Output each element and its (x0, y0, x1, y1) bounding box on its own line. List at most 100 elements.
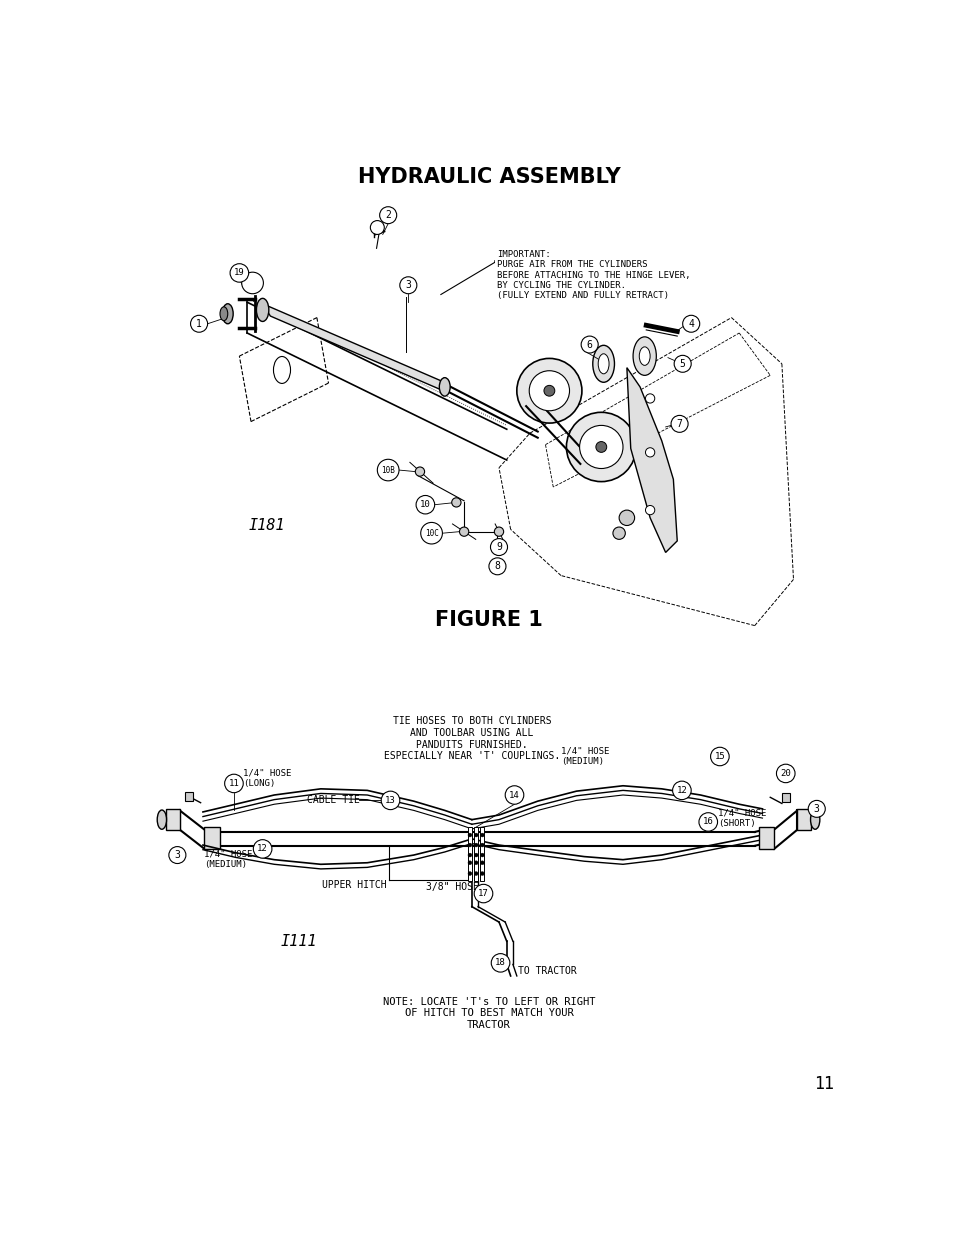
Ellipse shape (639, 347, 649, 366)
Ellipse shape (274, 357, 291, 383)
Circle shape (645, 505, 654, 515)
Bar (474, 827, 477, 882)
Text: 14: 14 (509, 790, 519, 799)
Bar (480, 827, 484, 882)
Circle shape (579, 425, 622, 468)
Bar (204, 827, 220, 848)
Bar (797, 809, 810, 830)
Circle shape (253, 840, 272, 858)
Text: IMPORTANT:
PURGE AIR FROM THE CYLINDERS
BEFORE ATTACHING TO THE HINGE LEVER,
BY : IMPORTANT: PURGE AIR FROM THE CYLINDERS … (497, 249, 689, 300)
Circle shape (645, 394, 654, 403)
Circle shape (474, 853, 477, 857)
Text: 9: 9 (496, 542, 501, 552)
Text: 3: 3 (405, 280, 411, 290)
Circle shape (493, 546, 501, 555)
Text: 1/4" HOSE
(MEDIUM): 1/4" HOSE (MEDIUM) (560, 747, 609, 766)
Circle shape (807, 800, 824, 818)
Circle shape (474, 872, 477, 876)
Circle shape (776, 764, 794, 783)
Circle shape (370, 221, 384, 235)
Text: 12: 12 (257, 845, 268, 853)
Text: 2: 2 (385, 210, 391, 220)
Circle shape (491, 953, 509, 972)
Text: NOTE: LOCATE 'T's TO LEFT OR RIGHT
OF HITCH TO BEST MATCH YOUR
TRACTOR: NOTE: LOCATE 'T's TO LEFT OR RIGHT OF HI… (382, 997, 595, 1030)
Circle shape (490, 538, 507, 556)
Circle shape (612, 527, 624, 540)
Circle shape (415, 467, 424, 477)
Text: 10B: 10B (381, 466, 395, 474)
Text: 18: 18 (495, 958, 505, 967)
Circle shape (468, 861, 472, 864)
Text: 10C: 10C (424, 529, 438, 537)
Circle shape (230, 264, 249, 282)
Text: 10: 10 (419, 500, 431, 509)
Text: 15: 15 (714, 752, 724, 761)
Circle shape (672, 782, 691, 799)
Circle shape (474, 861, 477, 864)
Text: 6: 6 (586, 340, 592, 350)
Circle shape (191, 315, 208, 332)
Circle shape (416, 495, 435, 514)
Circle shape (241, 272, 263, 294)
Ellipse shape (222, 304, 233, 324)
Text: TO TRACTOR: TO TRACTOR (517, 966, 577, 976)
Circle shape (420, 522, 442, 543)
Text: 7: 7 (676, 419, 681, 429)
Text: 1/4" HOSE
(SHORT): 1/4" HOSE (SHORT) (718, 809, 766, 827)
Circle shape (645, 448, 654, 457)
Circle shape (480, 872, 484, 876)
Circle shape (488, 558, 505, 574)
Bar (468, 827, 472, 882)
Circle shape (399, 277, 416, 294)
Text: 1/4" HOSE
(LONG): 1/4" HOSE (LONG) (243, 768, 292, 788)
Circle shape (699, 813, 717, 831)
Circle shape (505, 785, 523, 804)
Circle shape (480, 853, 484, 857)
Text: UPPER HITCH: UPPER HITCH (322, 881, 386, 890)
Text: 17: 17 (477, 889, 488, 898)
Bar (781, 793, 789, 802)
Text: 1: 1 (196, 319, 202, 329)
Ellipse shape (157, 810, 167, 829)
Circle shape (377, 459, 398, 480)
Circle shape (468, 844, 472, 847)
Text: I111: I111 (280, 934, 317, 948)
Text: 13: 13 (385, 795, 395, 805)
Polygon shape (626, 368, 677, 552)
Circle shape (169, 846, 186, 863)
Circle shape (474, 884, 493, 903)
Text: 3: 3 (813, 804, 819, 814)
Circle shape (480, 844, 484, 847)
Text: CABLE TIE: CABLE TIE (306, 795, 359, 805)
Text: 4: 4 (687, 319, 694, 329)
Circle shape (674, 356, 691, 372)
Ellipse shape (810, 810, 819, 829)
Text: 12: 12 (676, 785, 686, 795)
Ellipse shape (592, 346, 614, 383)
Circle shape (480, 834, 484, 837)
Circle shape (480, 861, 484, 864)
Circle shape (682, 315, 699, 332)
Circle shape (452, 498, 460, 508)
Text: 11: 11 (229, 779, 239, 788)
Text: 5: 5 (679, 359, 685, 369)
Circle shape (670, 415, 687, 432)
Circle shape (474, 844, 477, 847)
Text: 3/8" HOSE: 3/8" HOSE (426, 882, 478, 893)
Ellipse shape (220, 306, 228, 321)
Circle shape (596, 442, 606, 452)
Circle shape (618, 510, 634, 526)
Circle shape (580, 336, 598, 353)
Text: TIE HOSES TO BOTH CYLINDERS
AND TOOLBAR USING ALL
PANDUITS FURNISHED.
ESPECIALLY: TIE HOSES TO BOTH CYLINDERS AND TOOLBAR … (383, 716, 559, 761)
Text: 11: 11 (814, 1074, 834, 1093)
Circle shape (710, 747, 728, 766)
Circle shape (468, 834, 472, 837)
Circle shape (474, 834, 477, 837)
Ellipse shape (598, 353, 608, 374)
Text: 8: 8 (494, 562, 500, 572)
Bar (758, 827, 773, 848)
Bar (166, 809, 179, 830)
Ellipse shape (439, 378, 450, 396)
Circle shape (494, 527, 503, 536)
Text: HYDRAULIC ASSEMBLY: HYDRAULIC ASSEMBLY (357, 168, 619, 188)
